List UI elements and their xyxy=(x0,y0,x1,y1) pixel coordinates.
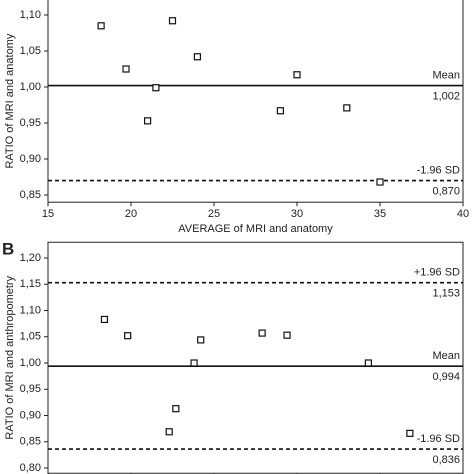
y-axis-label: RATIO of MRI and anthropometry xyxy=(4,275,16,439)
data-point xyxy=(283,331,291,339)
reference-name: Mean xyxy=(432,69,460,81)
data-point xyxy=(364,359,372,367)
data-point xyxy=(276,107,284,115)
y-tick-label: 0,95 xyxy=(20,117,41,129)
reference-value: 0,994 xyxy=(432,371,460,383)
y-tick-label: 0,85 xyxy=(20,189,41,201)
data-point xyxy=(258,329,266,337)
panel-label: B xyxy=(2,240,14,259)
data-point xyxy=(376,178,384,186)
reference-name: Mean xyxy=(432,350,460,362)
reference-name: +1.96 SD xyxy=(414,267,460,279)
data-point xyxy=(293,71,301,79)
y-tick-label: 1,10 xyxy=(20,9,41,21)
reference-name: -1.96 SD xyxy=(417,433,460,445)
data-point xyxy=(406,429,414,437)
y-tick-label: 0,95 xyxy=(20,383,41,395)
data-point xyxy=(193,53,201,61)
data-point xyxy=(190,359,198,367)
data-point xyxy=(165,428,173,436)
x-tick-label: 15 xyxy=(42,208,54,220)
x-tick-label: 40 xyxy=(457,208,469,220)
reference-name: -1.96 SD xyxy=(417,165,460,177)
data-point xyxy=(168,17,177,25)
y-tick-label: 1,10 xyxy=(20,304,41,316)
data-point xyxy=(172,405,180,413)
data-point xyxy=(124,332,132,340)
reference-value: 1,002 xyxy=(432,90,460,102)
y-tick-label: 1,05 xyxy=(20,331,41,343)
plot-frame xyxy=(47,241,464,474)
y-tick-label: 1,00 xyxy=(20,81,41,93)
y-tick-label: 1,05 xyxy=(20,45,41,57)
data-point xyxy=(197,336,205,344)
data-point xyxy=(343,104,351,112)
x-axis-label: AVERAGE of MRI and anatomy xyxy=(178,223,333,235)
y-tick-label: 1,20 xyxy=(20,252,41,264)
x-tick-label: 35 xyxy=(374,208,386,220)
y-axis-label: RATIO of MRI and anatomy xyxy=(4,33,16,168)
y-tick-label: 0,80 xyxy=(20,462,41,474)
x-tick-label: 20 xyxy=(125,208,137,220)
reference-value: 1,153 xyxy=(432,288,460,300)
data-point xyxy=(97,22,105,30)
x-tick-label: 25 xyxy=(208,208,220,220)
y-tick-label: 1,15 xyxy=(20,278,41,290)
data-point xyxy=(100,315,109,324)
reference-value: 0,836 xyxy=(432,454,460,466)
data-point xyxy=(144,117,152,125)
y-tick-label: 0,90 xyxy=(20,153,41,165)
plot-frame xyxy=(47,0,464,203)
reference-value: 0,870 xyxy=(432,186,460,198)
data-point xyxy=(152,84,160,92)
y-tick-label: 0,85 xyxy=(20,436,41,448)
y-tick-label: 1,00 xyxy=(20,357,41,369)
x-tick-label: 30 xyxy=(291,208,303,220)
y-tick-label: 0,90 xyxy=(20,409,41,421)
data-point xyxy=(122,65,130,73)
